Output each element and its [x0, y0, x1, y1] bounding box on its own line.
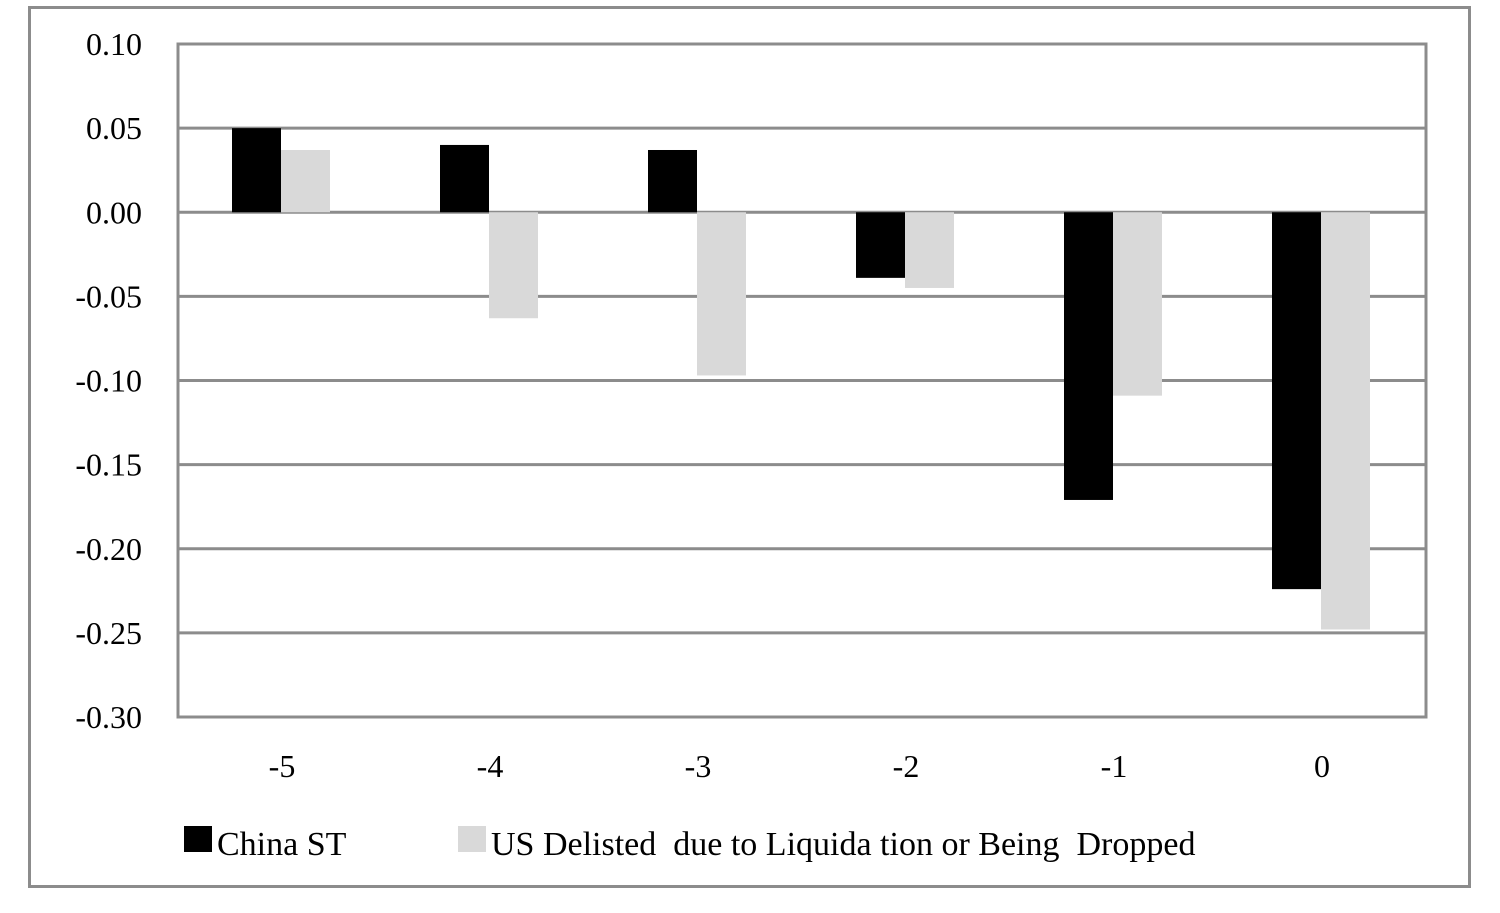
bar-china-st--5: [232, 128, 281, 213]
y-axis-ticks: 0.10 0.05 0.00 -0.05 -0.10 -0.15 -0.20 -0.25 -0.…: [75, 26, 142, 735]
y-tick-label: -0.05: [75, 278, 142, 314]
y-tick-label: 0.00: [86, 194, 142, 230]
bar-china-st--3: [648, 149, 697, 213]
bar-us-delisted--3: [697, 212, 746, 376]
y-tick-label: 0.10: [86, 26, 142, 62]
bar-china-st--2: [856, 212, 905, 278]
bar-us-delisted--1: [1113, 212, 1162, 396]
bar-china-st--1: [1064, 212, 1113, 500]
y-tick-label: -0.25: [75, 615, 142, 651]
x-axis-ticks: -5 -4 -3 -2 -1 0: [269, 748, 1330, 784]
legend-swatch-us-delisted: [458, 826, 486, 852]
plot-area-border: [176, 42, 1428, 719]
bars: [232, 128, 1370, 630]
bar-us-delisted-0: [1321, 212, 1370, 630]
y-tick-label: -0.15: [75, 447, 142, 483]
x-tick-label: -5: [269, 748, 296, 784]
legend-label-china-st: China ST: [217, 826, 347, 863]
x-tick-label: -4: [477, 748, 504, 784]
bar-china-st-0: [1272, 212, 1321, 590]
x-tick-label: -3: [685, 748, 712, 784]
bar-us-delisted--4: [489, 212, 538, 319]
x-tick-label: -1: [1101, 748, 1128, 784]
bar-us-delisted--5: [281, 149, 330, 213]
y-tick-label: -0.30: [75, 699, 142, 735]
legend: China ST US Delisted due to Liquida tion…: [184, 826, 1195, 863]
gridlines: [178, 42, 1426, 719]
legend-label-us-delisted: US Delisted due to Liquida tion or Being…: [491, 826, 1195, 863]
y-tick-label: -0.20: [75, 531, 142, 567]
y-tick-label: 0.05: [86, 110, 142, 146]
legend-swatch-china-st: [184, 826, 212, 852]
x-tick-label: 0: [1314, 748, 1330, 784]
y-tick-label: -0.10: [75, 363, 142, 399]
x-tick-label: -2: [893, 748, 920, 784]
bar-china-st--4: [440, 144, 489, 213]
bar-us-delisted--2: [905, 212, 954, 288]
